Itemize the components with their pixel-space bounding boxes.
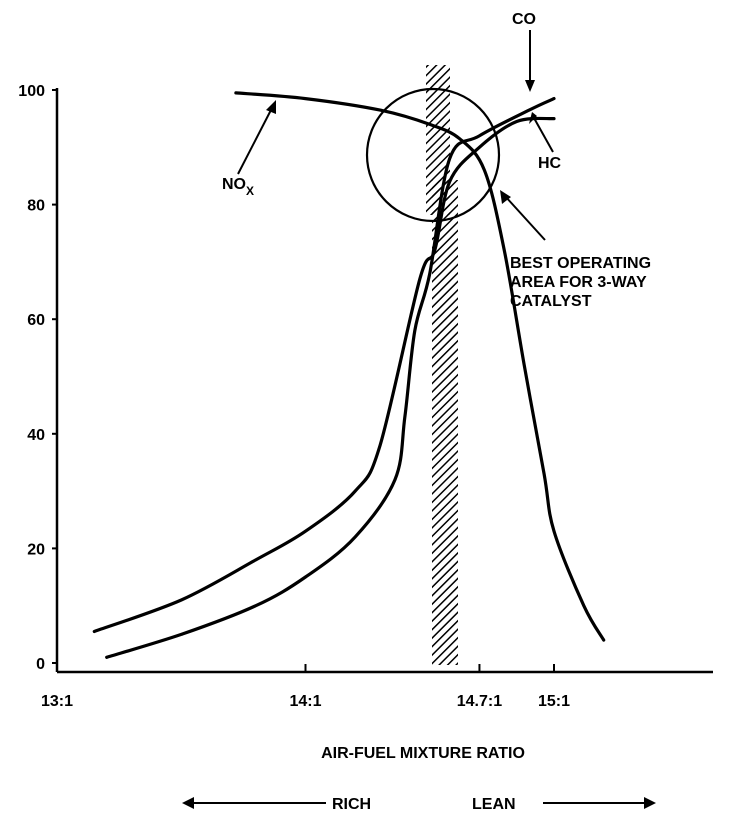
x-tick-label: 14.7:1 xyxy=(457,693,502,710)
nox-label-subscript: X xyxy=(246,184,254,198)
series-line-nox xyxy=(234,91,606,642)
stoichiometric-band-lower xyxy=(432,180,458,665)
best-area-line-3: CATALYST xyxy=(510,293,592,310)
y-tick-label: 0 xyxy=(36,656,45,673)
best-operating-circle xyxy=(365,87,501,223)
best-area-line-2: AREA FOR 3-WAY xyxy=(510,274,647,291)
rich-label: RICH xyxy=(332,796,371,813)
best-area-line-1: BEST OPERATING xyxy=(510,255,651,272)
co-label: CO xyxy=(512,11,536,28)
nox-pointer xyxy=(237,107,273,175)
y-tick-label: 100 xyxy=(18,83,45,100)
hc-label: HC xyxy=(538,155,562,172)
best-area-arrowhead xyxy=(500,190,511,204)
best-area-pointer xyxy=(504,195,546,241)
y-tick-label: 20 xyxy=(27,541,45,558)
lean-arrowhead xyxy=(644,797,656,809)
series-line-hc xyxy=(92,116,556,634)
lean-label: LEAN xyxy=(472,796,516,813)
y-tick-label: 80 xyxy=(27,198,45,215)
y-tick-label: 40 xyxy=(27,427,45,444)
hc-arrowhead xyxy=(529,112,537,124)
co-arrowhead xyxy=(525,80,535,92)
hc-pointer xyxy=(533,117,554,153)
x-tick-label: 13:1 xyxy=(41,693,73,710)
x-ticks: 13:1 14:1 14.7:1 15:1 xyxy=(41,664,570,710)
x-axis-title: AIR-FUEL MIXTURE RATIO xyxy=(321,745,525,762)
x-tick-label: 14:1 xyxy=(289,693,321,710)
y-tick-label: 60 xyxy=(27,312,45,329)
nox-arrowhead xyxy=(266,100,276,114)
y-ticks: 0 20 40 60 80 100 xyxy=(18,83,57,673)
x-tick-label: 15:1 xyxy=(538,693,570,710)
nox-label: NOX xyxy=(222,176,254,198)
nox-label-main: NO xyxy=(222,176,246,193)
rich-arrowhead xyxy=(182,797,194,809)
series-line-co xyxy=(105,97,556,659)
